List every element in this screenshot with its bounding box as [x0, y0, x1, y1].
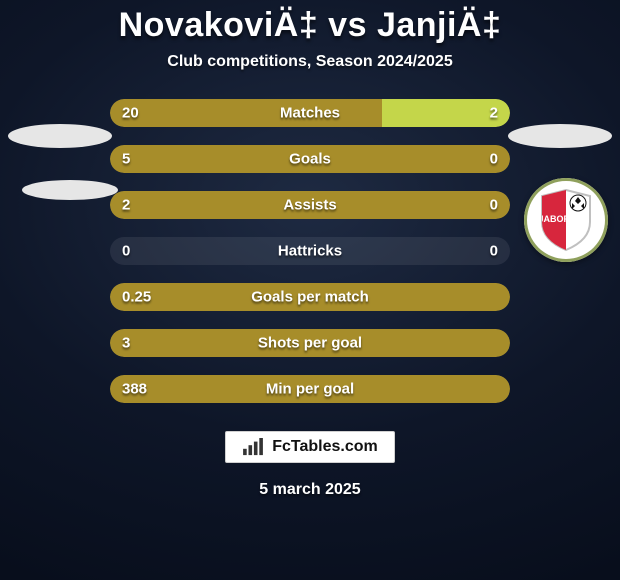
footer-brand-chip[interactable]: FcTables.com	[225, 431, 395, 463]
stat-value-left: 20	[122, 105, 139, 122]
stat-label: Goals	[289, 151, 331, 168]
player-right-avatar-1	[508, 124, 612, 148]
stat-label: Assists	[283, 197, 336, 214]
stat-row: 3 Shots per goal	[110, 329, 510, 357]
stat-fill-left	[110, 99, 382, 127]
stat-value-right: 0	[490, 243, 498, 260]
stat-value-left: 2	[122, 197, 130, 214]
shield-icon: JABOP	[538, 188, 594, 252]
sub-title: Club competitions, Season 2024/2025	[167, 53, 452, 71]
stat-label: Hattricks	[278, 243, 342, 260]
stat-value-right: 0	[490, 197, 498, 214]
stat-label: Matches	[280, 105, 340, 122]
date-label: 5 march 2025	[259, 481, 360, 499]
content-wrapper: NovakoviÄ‡ vs JanjiÄ‡ Club competitions,…	[0, 0, 620, 580]
stat-value-left: 0.25	[122, 289, 151, 306]
stat-label: Goals per match	[251, 289, 369, 306]
player-left-avatar-1	[8, 124, 112, 148]
footer-brand-text: FcTables.com	[272, 438, 378, 456]
stat-row: 0 0 Hattricks	[110, 237, 510, 265]
stat-label: Shots per goal	[258, 335, 362, 352]
stat-row: 20 2 Matches	[110, 99, 510, 127]
bar-chart-icon	[242, 438, 264, 456]
svg-text:JABOP: JABOP	[538, 214, 569, 224]
stat-row: 388 Min per goal	[110, 375, 510, 403]
stat-value-left: 3	[122, 335, 130, 352]
player-left-avatar-2	[22, 180, 118, 200]
stat-row: 5 0 Goals	[110, 145, 510, 173]
club-badge: JABOP	[524, 178, 608, 262]
stat-value-right: 2	[490, 105, 498, 122]
stat-row: 2 0 Assists	[110, 191, 510, 219]
stat-label: Min per goal	[266, 381, 354, 398]
page-title: NovakoviÄ‡ vs JanjiÄ‡	[119, 6, 502, 45]
stat-value-left: 0	[122, 243, 130, 260]
stat-row: 0.25 Goals per match	[110, 283, 510, 311]
stat-value-left: 388	[122, 381, 147, 398]
stat-value-right: 0	[490, 151, 498, 168]
stat-value-left: 5	[122, 151, 130, 168]
